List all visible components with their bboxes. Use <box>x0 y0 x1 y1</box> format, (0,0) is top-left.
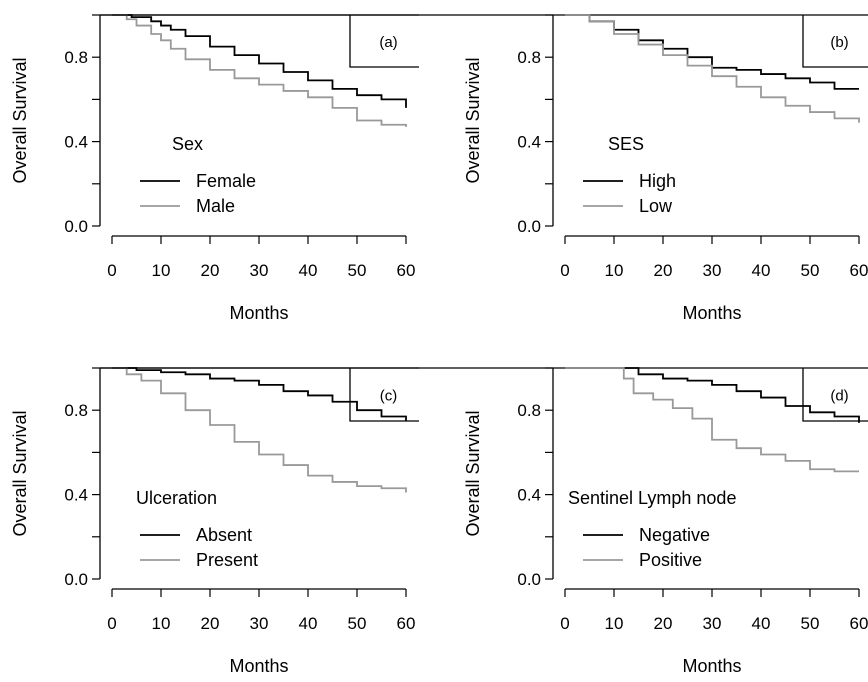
x-tick-label: 50 <box>801 614 820 633</box>
x-tick-label: 60 <box>397 614 416 633</box>
panel-label: (c) <box>380 388 398 405</box>
panel-label-box <box>349 368 419 422</box>
x-tick-label: 0 <box>107 261 116 280</box>
x-tick-label: 30 <box>250 261 269 280</box>
series-line-positive <box>565 367 859 473</box>
x-tick-label: 40 <box>752 261 771 280</box>
legend-title: Ulceration <box>136 488 217 508</box>
x-tick-label: 50 <box>348 261 367 280</box>
x-axis-title: Months <box>682 303 741 323</box>
x-tick-label: 0 <box>560 614 569 633</box>
series-line-high <box>565 14 859 90</box>
x-tick-label: 10 <box>605 614 624 633</box>
x-tick-label: 50 <box>801 261 820 280</box>
x-tick-label: 10 <box>152 614 171 633</box>
chart-panel: 0.0 0.4 0.8 0 10 20 30 40 50 60 Months Overall Surv… <box>10 367 419 676</box>
y-tick-label: 0.8 <box>517 401 541 420</box>
legend-title: Sex <box>172 134 203 154</box>
x-tick-label: 0 <box>560 261 569 280</box>
x-tick-label: 60 <box>850 614 868 633</box>
x-tick-label: 30 <box>250 614 269 633</box>
series-line-low <box>565 14 860 123</box>
y-tick-label: 0.0 <box>64 217 88 236</box>
legend-label: Female <box>196 171 256 191</box>
series-line-male <box>112 14 407 127</box>
y-axis-title: Overall Survival <box>10 57 30 183</box>
y-axis-title: Overall Survival <box>463 57 483 183</box>
panel-label: (b) <box>830 34 848 51</box>
panel-label: (d) <box>830 388 848 405</box>
legend-title: Sentinel Lymph node <box>568 488 736 508</box>
x-tick-label: 10 <box>605 261 624 280</box>
x-tick-label: 20 <box>654 261 673 280</box>
x-tick-label: 20 <box>201 261 220 280</box>
x-tick-label: 30 <box>703 261 722 280</box>
legend-label: Present <box>196 550 258 570</box>
legend-label: Low <box>639 196 673 216</box>
legend-label: High <box>639 171 676 191</box>
x-tick-label: 40 <box>299 614 318 633</box>
y-tick-label: 0.4 <box>517 133 541 152</box>
legend-label: Positive <box>639 550 702 570</box>
series-line-female <box>112 14 407 108</box>
legend-title: SES <box>608 134 644 154</box>
x-axis-title: Months <box>682 656 741 676</box>
x-tick-label: 20 <box>654 614 673 633</box>
panel-label: (a) <box>379 34 397 51</box>
x-tick-label: 60 <box>397 261 416 280</box>
y-tick-label: 0.0 <box>517 570 541 589</box>
x-tick-label: 40 <box>299 261 318 280</box>
x-tick-label: 30 <box>703 614 722 633</box>
legend-label: Absent <box>196 525 252 545</box>
x-tick-label: 20 <box>201 614 220 633</box>
series-line-negative <box>565 367 860 423</box>
panel-label-box <box>349 15 419 68</box>
y-tick-label: 0.8 <box>64 401 88 420</box>
chart-panel: 0.0 0.4 0.8 0 10 20 30 40 50 60 Months Overall Surv… <box>100 14 868 323</box>
y-axis-title: Overall Survival <box>463 410 483 536</box>
series-line-present <box>112 367 407 493</box>
y-axis-title: Overall Survival <box>10 410 30 536</box>
x-tick-label: 50 <box>348 614 367 633</box>
series-line-absent <box>112 367 407 421</box>
x-tick-label: 0 <box>107 614 116 633</box>
y-tick-label: 0.0 <box>64 570 88 589</box>
y-tick-label: 0.0 <box>517 217 541 236</box>
legend-label: Negative <box>639 525 710 545</box>
y-tick-label: 0.8 <box>517 48 541 67</box>
x-tick-label: 40 <box>752 614 771 633</box>
x-axis-title: Months <box>229 303 288 323</box>
chart-panel: 0.0 0.4 0.8 0 10 20 30 40 50 60 Months Overall Surv… <box>10 14 419 323</box>
y-tick-label: 0.4 <box>64 486 88 505</box>
panel-label-box <box>802 15 868 68</box>
x-tick-label: 10 <box>152 261 171 280</box>
y-tick-label: 0.4 <box>517 486 541 505</box>
x-axis-title: Months <box>229 656 288 676</box>
y-tick-label: 0.8 <box>64 48 88 67</box>
x-tick-label: 60 <box>850 261 868 280</box>
y-tick-label: 0.4 <box>64 133 88 152</box>
legend-label: Male <box>196 196 235 216</box>
panel-label-box <box>802 368 868 422</box>
chart-panel: 0.0 0.4 0.8 0 10 20 30 40 50 60 Months Overall Surv… <box>100 367 868 676</box>
